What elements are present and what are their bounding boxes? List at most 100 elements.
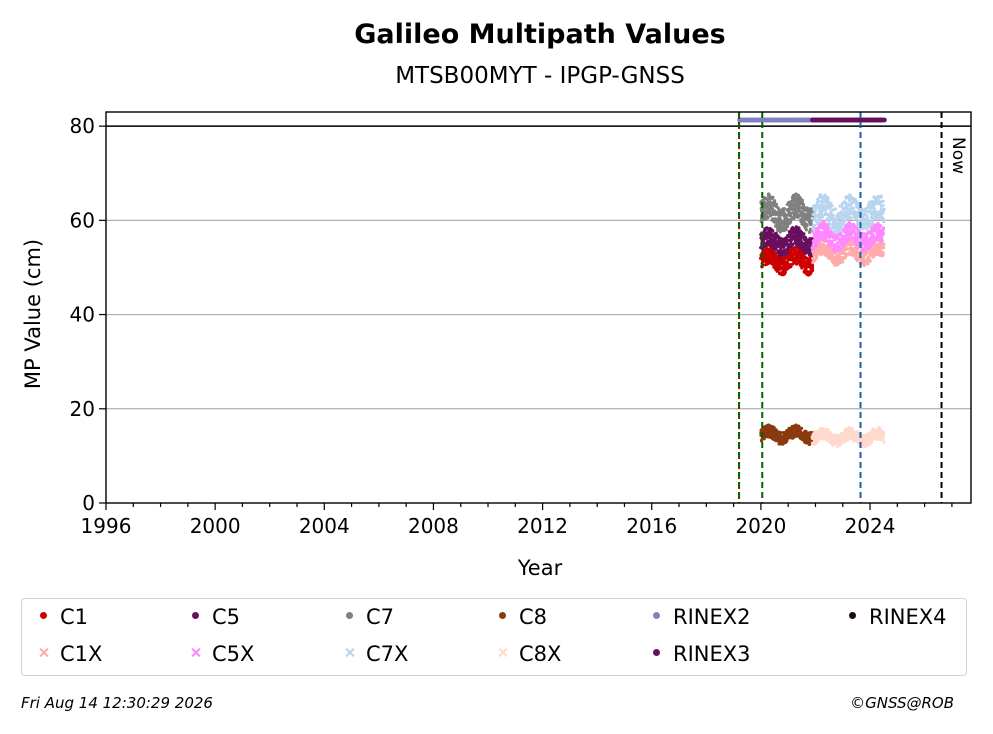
data-point: [810, 263, 815, 267]
data-point: [873, 253, 877, 257]
data-point: [817, 200, 821, 204]
data-point: [826, 198, 830, 202]
data-point: [881, 251, 885, 255]
legend-label-c5x: C5X: [212, 642, 255, 666]
data-point: [863, 249, 867, 253]
legend-marker-c1x: [39, 648, 48, 657]
data-point: [839, 226, 843, 230]
legend-entry-c1: C1: [40, 605, 89, 629]
data-point: [799, 259, 803, 264]
y-tick-label: 20: [70, 397, 95, 421]
data-point: [762, 241, 767, 246]
data-point: [845, 195, 849, 200]
data-point: [820, 215, 825, 219]
data-point: [868, 259, 872, 263]
y-axis-label: MP Value (cm): [21, 239, 45, 389]
data-point: [881, 203, 885, 208]
legend-entry-c8: C8: [499, 605, 548, 629]
legend-marker-c5x: [191, 648, 200, 657]
data-point: [809, 222, 813, 226]
x-tick-label: 1996: [81, 514, 132, 538]
data-point: [782, 206, 786, 211]
legend-label-c1: C1: [60, 605, 89, 629]
legend-marker-c7x: [345, 648, 354, 657]
data-point: [769, 241, 773, 245]
data-point: [882, 242, 886, 246]
data-point: [771, 195, 775, 199]
legend-label-c1x: C1X: [60, 642, 103, 666]
data-point: [871, 255, 875, 259]
legend-marker-c1: [40, 612, 47, 619]
data-point: [882, 219, 886, 224]
data-point: [882, 431, 886, 435]
data-point: [802, 232, 806, 236]
data-point: [783, 270, 787, 274]
data-point: [800, 220, 804, 224]
legend: C1 C5 C7 C8 RINEX2 RINEX4 C1X C5X C7X C8…: [21, 598, 967, 676]
data-point: [830, 204, 834, 208]
data-point: [781, 245, 786, 249]
data-point: [865, 251, 869, 255]
legend-entry-c7x: C7X: [366, 642, 408, 666]
data-point: [799, 236, 803, 240]
data-point: [882, 440, 886, 444]
footer-credit: ©GNSS@ROB: [850, 694, 954, 712]
data-point: [766, 262, 770, 266]
data-point: [828, 222, 832, 226]
series-c7: [759, 192, 815, 235]
data-point: [876, 221, 880, 225]
data-point: [880, 238, 884, 242]
data-point: [826, 225, 830, 229]
now-label: Now: [948, 137, 968, 174]
legend-label-c7: C7: [366, 605, 395, 629]
legend-entry-rinex4: RINEX4: [849, 605, 947, 629]
data-point: [803, 235, 808, 240]
data-point: [776, 228, 780, 233]
data-point: [797, 226, 801, 230]
series-c8x: [810, 425, 886, 449]
data-point: [875, 238, 880, 242]
data-point: [879, 195, 883, 199]
data-point: [882, 207, 886, 211]
legend-entry-rinex3: RINEX3: [653, 642, 751, 666]
y-tick-label: 80: [70, 114, 95, 138]
data-point: [824, 239, 828, 243]
x-tick-label: 2008: [408, 514, 459, 538]
legend-marker-c8x: [498, 648, 507, 657]
plot-area: 1996 2000 2004 2008 2012 2016 2020 2024 0 20 40 60 8…: [70, 111, 972, 538]
data-point: [863, 262, 867, 267]
chart-subtitle: MTSB00MYT - IPGP-GNSS: [395, 63, 685, 89]
legend-marker-rinex4: [849, 612, 856, 619]
data-point: [850, 242, 854, 246]
data-point: [848, 238, 852, 242]
data-point: [881, 226, 886, 230]
data-point: [881, 117, 887, 123]
data-point: [800, 198, 804, 202]
y-tick-label: 40: [70, 303, 95, 327]
legend-entry-c5x: C5X: [212, 642, 254, 666]
data-point: [833, 207, 838, 211]
data-point: [854, 253, 858, 257]
legend-entry-c7: C7: [346, 605, 395, 629]
series-c5: [759, 225, 815, 258]
x-tick-label: 2000: [190, 514, 241, 538]
y-tick-label: 60: [70, 208, 95, 232]
data-point: [778, 431, 782, 435]
data-point: [849, 216, 853, 220]
data-point: [766, 215, 770, 220]
data-point: [771, 229, 775, 233]
x-tick-label: 2020: [735, 514, 786, 538]
data-point: [801, 253, 805, 257]
data-point: [796, 215, 800, 219]
legend-label-c7x: C7X: [366, 642, 409, 666]
data-point: [866, 262, 870, 266]
data-point: [763, 435, 767, 439]
data-point: [814, 207, 818, 212]
legend-marker-c7: [346, 612, 353, 619]
legend-label-c8: C8: [519, 605, 548, 629]
data-point: [840, 260, 845, 264]
data-point: [795, 239, 799, 243]
data-point: [811, 230, 815, 234]
data-point: [845, 247, 849, 251]
x-tick-label: 2004: [299, 514, 350, 538]
